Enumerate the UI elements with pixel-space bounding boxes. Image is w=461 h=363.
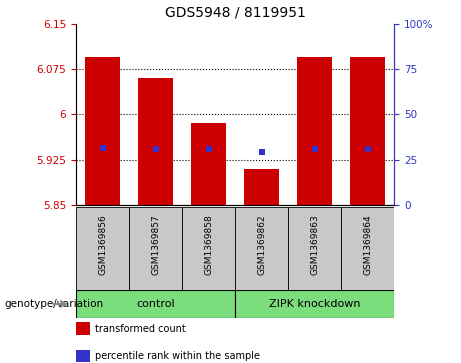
Bar bbox=[85, 57, 120, 205]
Text: transformed count: transformed count bbox=[95, 323, 185, 334]
Bar bbox=[76, 207, 129, 290]
Text: percentile rank within the sample: percentile rank within the sample bbox=[95, 351, 260, 361]
Bar bbox=[341, 207, 394, 290]
Bar bbox=[182, 207, 235, 290]
Bar bbox=[350, 57, 385, 205]
Text: GSM1369856: GSM1369856 bbox=[98, 214, 107, 275]
Bar bbox=[191, 123, 226, 205]
Bar bbox=[235, 290, 394, 318]
Text: ZIPK knockdown: ZIPK knockdown bbox=[269, 299, 361, 309]
Text: GSM1369864: GSM1369864 bbox=[363, 214, 372, 275]
Bar bbox=[288, 207, 341, 290]
Text: GSM1369857: GSM1369857 bbox=[151, 214, 160, 275]
Bar bbox=[297, 57, 332, 205]
Text: GSM1369858: GSM1369858 bbox=[204, 214, 213, 275]
Bar bbox=[244, 169, 279, 205]
Bar bbox=[138, 78, 173, 205]
Text: GSM1369863: GSM1369863 bbox=[310, 214, 319, 275]
Title: GDS5948 / 8119951: GDS5948 / 8119951 bbox=[165, 6, 306, 20]
Bar bbox=[76, 290, 235, 318]
Bar bbox=[129, 207, 182, 290]
Text: GSM1369862: GSM1369862 bbox=[257, 214, 266, 275]
Text: genotype/variation: genotype/variation bbox=[5, 299, 104, 309]
Bar bbox=[235, 207, 288, 290]
Text: control: control bbox=[136, 299, 175, 309]
